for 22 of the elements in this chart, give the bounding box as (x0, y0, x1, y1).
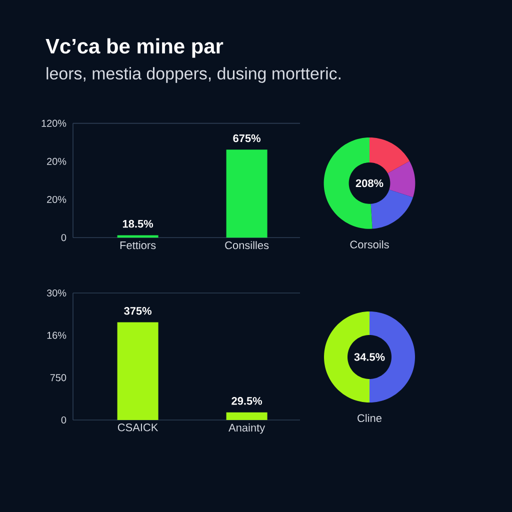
data-label: 18.5% (122, 220, 154, 228)
text: Cline (358, 414, 382, 422)
x-tick-label: CSAICK (118, 424, 158, 432)
text: 750 (50, 374, 66, 382)
text: Corsoils (350, 240, 389, 248)
text: 208% (356, 179, 384, 188)
data-label: 29.5% (232, 397, 262, 405)
chart-subtitle: leors, mestia doppers, dusing mortteric. (46, 67, 340, 83)
data-label: 375% (124, 307, 152, 315)
text: 0 (61, 234, 66, 242)
x-tick-label: Consilles (225, 241, 269, 250)
x-tick-label: Fettiors (120, 241, 156, 250)
text: 30% (46, 289, 66, 297)
chart-title: Vc’ca be mine par (46, 38, 224, 58)
text: 0 (61, 416, 66, 424)
text: 20% (47, 196, 66, 204)
x-tick-label: Anainty (228, 424, 266, 434)
text: 16% (47, 332, 66, 339)
text: 34.5% (354, 353, 385, 361)
text: 20% (47, 158, 66, 165)
text: 120% (42, 120, 66, 127)
data-label: 675% (233, 134, 261, 142)
